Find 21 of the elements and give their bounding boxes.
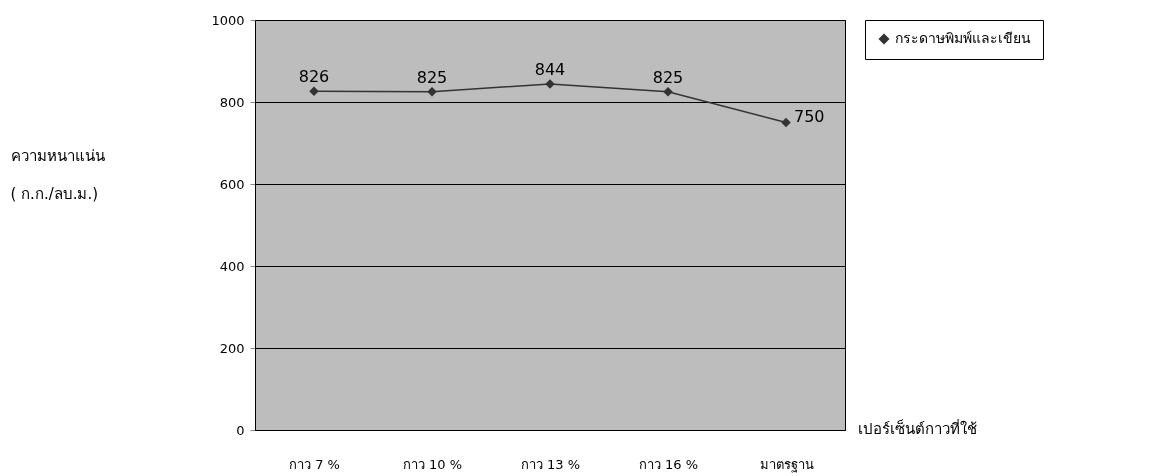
- x-tick-label: กาว 10 %: [402, 456, 463, 472]
- x-tick-label: มาตรฐาน: [759, 456, 814, 473]
- point: [309, 86, 319, 97]
- y-tick-label: 200: [219, 340, 245, 356]
- x-tick-label: กาว 7 %: [289, 456, 340, 472]
- legend-label: กระดาษพิมพ์และเขียน: [895, 30, 1031, 46]
- x-axis-title: เปอร์เซ็นต์กาวที่ใช้: [857, 417, 977, 438]
- point: [781, 117, 791, 128]
- text: ความหนาแน่น ( ก.ก./ลบ.ม.): [10, 147, 105, 203]
- data-label: 844: [534, 59, 566, 79]
- data-label: 825: [652, 67, 684, 87]
- data-label: 825: [416, 67, 448, 87]
- y-tick-label: 800: [219, 94, 245, 110]
- y-tick-label: 600: [219, 176, 245, 192]
- data-label: 826: [298, 67, 330, 87]
- x-tick-label: กาว 16 %: [638, 456, 699, 472]
- data-label: 750: [794, 106, 825, 126]
- y-tick-label: 400: [219, 258, 245, 274]
- y-tick-label: 0: [236, 422, 245, 438]
- x-tick-label: กาว 13 %: [520, 456, 581, 472]
- y-tick-label: 1000: [211, 12, 245, 28]
